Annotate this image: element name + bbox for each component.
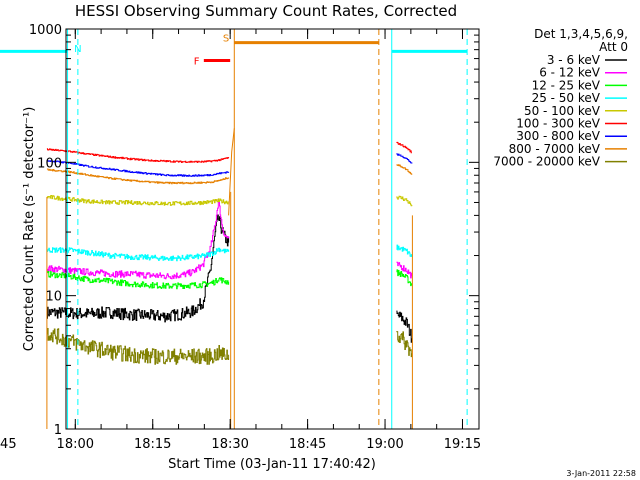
- series-line-8-segment-0: [46, 328, 230, 365]
- legend-header-line-1: Det 1,3,4,5,6,9,: [534, 27, 628, 41]
- x-tick-label-3: 18:30: [211, 437, 248, 452]
- rise-segment: [228, 128, 235, 216]
- series-line-8-segment-1: [396, 331, 413, 358]
- annotation-N-label: N: [74, 44, 81, 55]
- y-axis-label: Corrected Count Rate (s⁻¹ detector⁻¹): [22, 107, 37, 352]
- x-axis-label: Start Time (03-Jan-11 17:40:42): [168, 457, 376, 472]
- annotation-S-label: S: [223, 34, 229, 45]
- annotation-layer: N S F: [0, 29, 468, 429]
- x-tick-label-2: 18:15: [134, 437, 171, 452]
- series-line-5-segment-1: [396, 141, 412, 154]
- x-tick-label-6: 19:15: [444, 437, 481, 452]
- y-axis: 1 10 100 1000: [29, 23, 479, 438]
- legend-header-line-2: Att 0: [599, 40, 628, 54]
- series-line-3-segment-0: [46, 247, 230, 262]
- x-tick-label-0: 17:45: [0, 437, 17, 452]
- legend-label-6: 300 - 800 keV: [516, 129, 600, 143]
- y-tick-label-1: 10: [45, 290, 62, 305]
- legend-label-7: 800 - 7000 keV: [509, 142, 601, 156]
- series-line-1-segment-1: [396, 261, 413, 279]
- chart-title: HESSI Observing Summary Count Rates, Cor…: [75, 2, 457, 20]
- legend-label-8: 7000 - 20000 keV: [493, 155, 600, 169]
- series-line-7-segment-1: [396, 164, 413, 175]
- series-line-5-segment-0: [46, 148, 230, 163]
- x-tick-label-1: 18:00: [57, 437, 94, 452]
- y-tick-label-0: 1: [54, 423, 62, 438]
- legend-label-5: 100 - 300 keV: [516, 117, 600, 131]
- y-tick-label-3: 1000: [29, 23, 62, 38]
- series-line-2-segment-1: [396, 269, 413, 287]
- plot-area: N S F: [0, 28, 480, 430]
- x-axis: 17:45 18:00 18:15 18:30 18:45 19:00 19:15: [0, 29, 481, 452]
- series-layer: [46, 128, 413, 429]
- annotation-F-label: F: [194, 57, 200, 68]
- legend-label-2: 12 - 25 keV: [532, 78, 601, 92]
- series-line-0-segment-1: [396, 310, 413, 343]
- series-line-0-segment-0: [46, 214, 230, 323]
- series-line-7-segment-0: [46, 168, 230, 185]
- series-line-6-segment-1: [396, 153, 413, 164]
- legend-label-1: 6 - 12 keV: [539, 66, 601, 80]
- x-tick-label-4: 18:45: [289, 437, 326, 452]
- series-line-3-segment-1: [396, 244, 413, 257]
- legend-label-3: 25 - 50 keV: [532, 91, 601, 105]
- series-line-4-segment-0: [46, 195, 230, 206]
- series-line-4-segment-1: [396, 195, 413, 207]
- series-line-1-segment-0: [46, 199, 230, 280]
- timestamp: 3-Jan-2011 22:58: [566, 469, 636, 478]
- y-tick-label-2: 100: [37, 156, 62, 171]
- series-line-2-segment-0: [46, 271, 230, 290]
- x-tick-label-5: 19:00: [366, 437, 403, 452]
- legend-label-0: 3 - 6 keV: [547, 53, 601, 67]
- plot-frame: [65, 28, 480, 430]
- legend-label-4: 50 - 100 keV: [524, 104, 601, 118]
